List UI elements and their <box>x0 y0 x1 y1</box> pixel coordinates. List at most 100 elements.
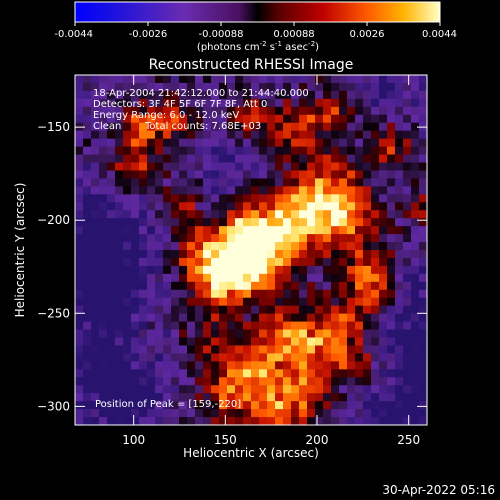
heatmap-cell <box>235 162 244 172</box>
colorbar-unit-label: (photons cm-2 s-1 asec-2) <box>197 40 319 53</box>
heatmap-cell <box>155 250 164 259</box>
heatmap-cell <box>203 321 212 331</box>
heatmap-cell <box>315 401 324 410</box>
heatmap-cell <box>347 361 356 370</box>
heatmap-cell <box>339 417 348 425</box>
heatmap-cell <box>339 273 348 283</box>
heatmap-cell <box>171 154 180 164</box>
heatmap-cell <box>139 146 148 156</box>
heatmap-cell <box>203 162 212 172</box>
heatmap-cell <box>147 289 156 299</box>
heatmap-cell <box>75 417 84 425</box>
heatmap-cell <box>187 82 196 92</box>
heatmap-cell <box>291 321 300 331</box>
heatmap-cell <box>243 409 252 418</box>
heatmap-cell <box>251 234 260 243</box>
heatmap-cell <box>395 361 404 370</box>
heatmap-cell <box>283 321 292 331</box>
heatmap-cell <box>163 409 172 418</box>
heatmap-cell <box>275 130 284 140</box>
heatmap-cell <box>339 122 348 132</box>
heatmap-cell <box>315 186 324 195</box>
heatmap-cell <box>139 178 148 187</box>
heatmap-cell <box>379 234 388 243</box>
heatmap-cell <box>419 162 427 172</box>
heatmap-cell <box>275 289 284 299</box>
heatmap-cell <box>115 353 124 362</box>
heatmap-cell <box>283 353 292 362</box>
heatmap-cell <box>147 162 156 172</box>
heatmap-cell <box>411 82 420 92</box>
heatmap-cell <box>91 297 100 307</box>
heatmap-cell <box>299 202 308 211</box>
heatmap-cell <box>339 289 348 299</box>
heatmap-cell <box>243 265 252 275</box>
heatmap-cell <box>347 257 356 267</box>
heatmap-cell <box>267 297 276 307</box>
heatmap-cell <box>171 130 180 140</box>
heatmap-cell <box>267 170 276 179</box>
heatmap-cell <box>147 75 156 84</box>
heatmap-cell <box>115 122 124 132</box>
heatmap-cell <box>387 393 396 402</box>
heatmap-cell <box>275 138 284 148</box>
heatmap-cell <box>403 377 412 386</box>
heatmap-cell <box>267 194 276 203</box>
heatmap-cell <box>259 234 268 243</box>
heatmap-cell <box>107 409 116 418</box>
heatmap-cell <box>123 361 132 370</box>
heatmap-cell <box>195 146 204 156</box>
heatmap-cell <box>267 393 276 402</box>
heatmap-cell <box>259 313 268 323</box>
heatmap-cell <box>115 273 124 283</box>
heatmap-cell <box>387 75 396 84</box>
heatmap-cell <box>139 186 148 195</box>
heatmap-cell <box>323 210 332 219</box>
heatmap-cell <box>395 75 404 84</box>
heatmap-cell <box>355 170 364 179</box>
heatmap-cell <box>179 242 188 251</box>
heatmap-cell <box>187 146 196 156</box>
heatmap-cell <box>203 234 212 243</box>
heatmap-cell <box>235 98 244 108</box>
heatmap-cell <box>331 194 340 203</box>
heatmap-cell <box>379 273 388 283</box>
heatmap-cell <box>131 329 140 339</box>
heatmap-cell <box>267 202 276 211</box>
heatmap-cell <box>235 377 244 386</box>
heatmap-cell <box>331 170 340 179</box>
heatmap-cell <box>155 218 164 227</box>
heatmap-cell <box>179 194 188 203</box>
heatmap-cell <box>147 361 156 370</box>
heatmap-cell <box>91 369 100 378</box>
heatmap-cell <box>155 273 164 283</box>
heatmap-cell <box>131 257 140 267</box>
heatmap-cell <box>171 218 180 227</box>
heatmap-cell <box>147 82 156 92</box>
heatmap-cell <box>339 154 348 164</box>
heatmap-cell <box>147 369 156 378</box>
heatmap-cell <box>267 186 276 195</box>
heatmap-cell <box>259 75 268 84</box>
heatmap-cell <box>259 202 268 211</box>
heatmap-cell <box>131 75 140 84</box>
heatmap-cell <box>331 409 340 418</box>
heatmap-cell <box>299 297 308 307</box>
heatmap-cell <box>419 194 427 203</box>
heatmap-cell <box>403 210 412 219</box>
heatmap-cell <box>355 138 364 148</box>
heatmap-cell <box>179 409 188 418</box>
heatmap-cell <box>99 218 108 227</box>
heatmap-cell <box>211 98 220 108</box>
heatmap-cell <box>227 90 236 100</box>
heatmap-cell <box>243 210 252 219</box>
heatmap-cell <box>99 257 108 267</box>
heatmap-cell <box>363 353 372 362</box>
heatmap-cell <box>155 106 164 116</box>
heatmap-cell <box>211 154 220 164</box>
heatmap-cell <box>147 377 156 386</box>
heatmap-cell <box>75 170 84 179</box>
heatmap-cell <box>75 289 84 299</box>
heatmap-cell <box>227 385 236 394</box>
heatmap-cell <box>307 210 316 219</box>
